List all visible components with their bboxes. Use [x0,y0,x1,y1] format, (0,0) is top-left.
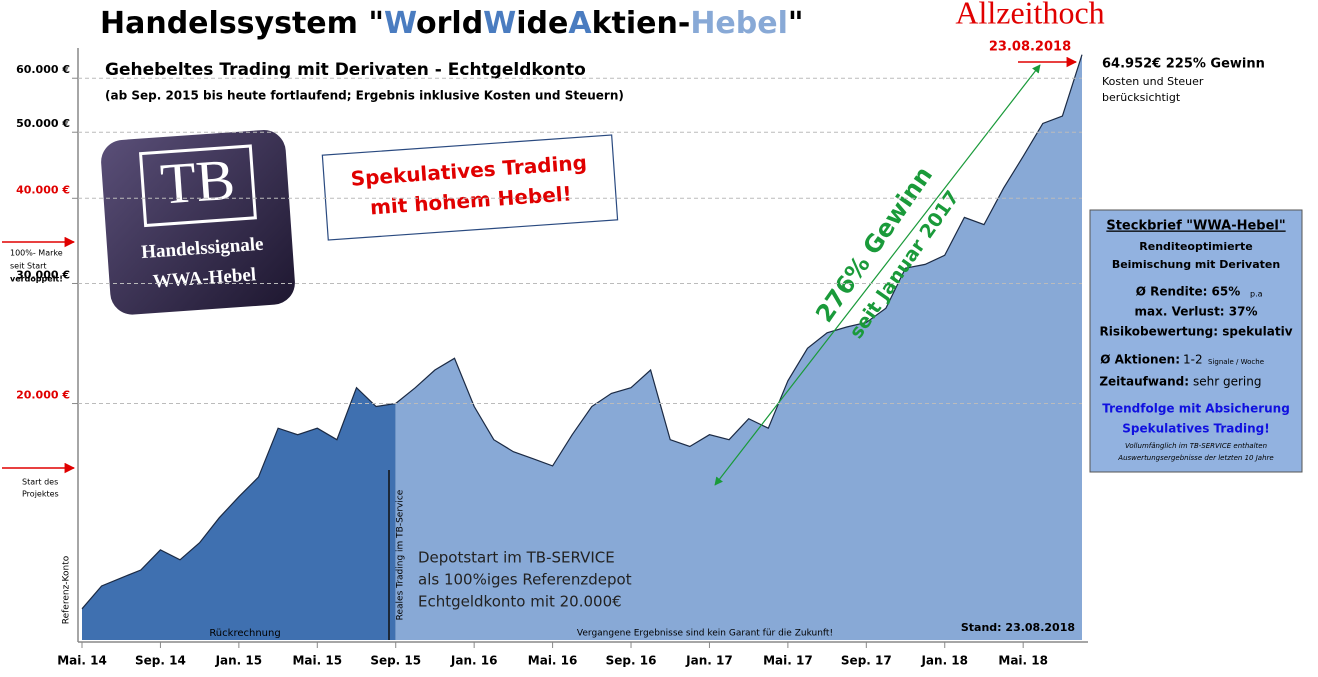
line [81,386,396,610]
logo: TB Handelssignale WWA-Hebel [101,130,295,315]
y-tick-label: 20.000 € [16,389,70,402]
x-tick-label: Sep. 14 [135,654,186,668]
area [395,54,1082,640]
annotation: seit Start [10,262,47,271]
annotation: Rückrechnung [209,628,280,639]
x-tick-label: Sep. 17 [841,654,892,668]
title-part: A [568,6,592,41]
annotation: 64.952€ 225% Gewinn [1102,57,1265,72]
annotation: Allzeithoch [955,0,1104,30]
title-part: ide [516,6,568,41]
logo-frame [138,144,257,228]
y-tick-label: 50.000 € [16,117,70,130]
profile-bg [1089,209,1303,473]
profile-line: Ø Aktionen: [1100,353,1180,367]
subtitle: Gehebeltes Trading mit Derivaten - Echtg… [105,60,586,80]
annotation: Reales Trading im TB-Service [396,489,406,620]
profile-line: max. Verlust: 37% [1135,305,1258,319]
profile-line: Ø Rendite: 65% [1136,285,1241,299]
arrow [714,64,1041,486]
annotation: Depotstart im TB-SERVICE [418,549,615,567]
annotation: Vergangene Ergebnisse sind kein Garant f… [577,629,833,639]
annotation: Start des [22,478,58,487]
x-tick-label: Jan. 17 [685,654,733,668]
callout: Spekulatives Trading mit hohem Hebel! [321,134,619,241]
annotation: als 100%iges Referenzdepot [418,571,632,589]
x-tick-label: Sep. 16 [606,654,657,668]
profile-line: 1-2 [1183,353,1203,367]
y-tick-label: 40.000 € [16,183,70,196]
profile-box: Steckbrief "WWA-Hebel" Renditeoptimierte… [1089,209,1303,473]
annotation: berücksichtigt [1102,91,1181,104]
x-tick-label: Mai. 16 [528,654,578,668]
profile-line: Spekulatives Trading! [1122,422,1269,436]
title-part: " [788,6,804,41]
y-tick-label: 30.000 € [16,268,70,281]
y-tick-label: 60.000 € [16,63,70,76]
title-part: Hebel [690,6,788,41]
title-part: W [483,6,516,41]
annotation: 100%- Marke [10,249,63,258]
area [82,387,396,640]
profile-line: Beimischung mit Derivaten [1112,258,1280,271]
x-tick-label: Jan. 16 [450,654,498,668]
title-part: W [384,6,417,41]
x-tick-label: Mai. 14 [57,654,107,668]
annotation: verdoppelt! [10,275,63,284]
annotation: Projektes [22,490,59,499]
title-part: Handelssystem " [100,6,384,41]
annotation: Stand: 23.08.2018 [961,621,1075,634]
profile-line: Zeitaufwand: [1099,375,1189,389]
title-part: orld [416,6,483,41]
profile-title: Steckbrief "WWA-Hebel" [1106,219,1285,234]
profile-line: Vollumfänglich im TB-SERVICE enthalten [1125,442,1267,450]
x-tick-label: Jan. 15 [215,654,263,668]
annotation: 23.08.2018 [989,40,1071,55]
x-tick-label: Jan. 18 [920,654,968,668]
profile-line: Renditeoptimierte [1139,240,1252,253]
x-tick-label: Mai. 15 [292,654,342,668]
callout-box [321,134,619,241]
note: (ab Sep. 2015 bis heute fortlaufend; Erg… [105,89,624,103]
profile-line: Risikobewertung: spekulativ [1099,325,1292,339]
annotation: Referenz-Konto [62,555,72,624]
x-tick-label: Mai. 17 [763,654,813,668]
profile-line: sehr gering [1193,375,1261,389]
logo-text: TB [158,147,236,217]
annotation: Kosten und Steuer [1102,75,1204,88]
profile-line: Trendfolge mit Absicherung [1102,402,1290,416]
chart-title: Handelssystem "WorldWideAktien-Hebel" [100,6,804,41]
profile-line: Auswertungsergebnisse der letzten 10 Jah… [1117,454,1273,462]
title-part: ktien- [592,6,691,41]
profile-line: p.a [1250,290,1263,299]
profile-line: Signale / Woche [1208,358,1264,366]
x-tick-label: Sep. 15 [370,654,421,668]
x-tick-label: Mai. 18 [998,654,1048,668]
annotation: Echtgeldkonto mit 20.000€ [418,593,622,611]
